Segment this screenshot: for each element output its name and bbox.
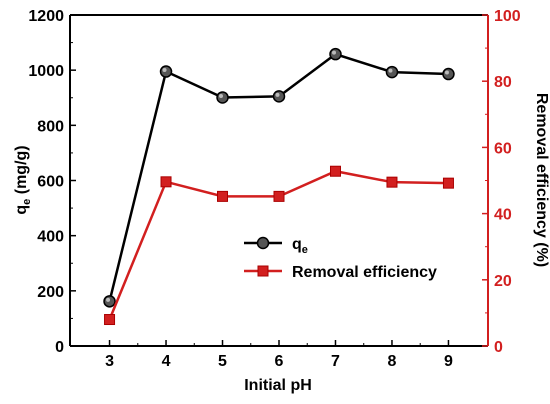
series-layer [103, 47, 455, 326]
x-tick-label: 3 [105, 353, 114, 370]
y-left-tick-label: 800 [37, 118, 64, 135]
data-point [272, 90, 286, 103]
legend-marker [256, 236, 270, 250]
axes: 3 4 5 6 7 8 9 0 200 400 600 800 1000 1200 0 20 40 60 80 100 [28, 8, 520, 370]
x-tick-label: 4 [162, 353, 171, 370]
data-point-highlight [388, 68, 393, 73]
y-axis-left-title-sub: e [21, 199, 33, 205]
data-point-highlight [444, 70, 449, 75]
y-left-tick-label: 0 [55, 339, 64, 356]
data-point [104, 314, 116, 326]
legend-marker [257, 265, 269, 277]
data-point-highlight [162, 68, 167, 73]
y-right-tick-label: 0 [494, 339, 503, 356]
x-tick-label: 8 [388, 353, 397, 370]
data-point [386, 176, 398, 188]
data-point [216, 91, 229, 104]
y-left-tick-label: 1200 [28, 8, 64, 25]
data-point-highlight [106, 297, 111, 302]
data-point [442, 177, 454, 189]
data-point [159, 65, 173, 78]
y-left-tick-label: 600 [37, 174, 64, 191]
x-tick-label: 9 [444, 353, 453, 370]
series-qe [103, 47, 455, 308]
x-axis-title: Initial pH [244, 377, 312, 394]
series-removal-efficiency [104, 165, 454, 326]
y-axis-left-title-main: q [13, 205, 30, 215]
y-right-tick-label: 40 [494, 207, 512, 224]
data-point-highlight [331, 50, 336, 55]
data-point [329, 165, 341, 177]
x-tick-label: 7 [331, 353, 340, 370]
y-axis-left-title-unit: (mg/g) [13, 145, 30, 198]
x-tick-label: 6 [275, 353, 284, 370]
data-point [385, 65, 399, 79]
data-point [103, 295, 116, 308]
data-point [329, 47, 342, 61]
y-right-tick-label: 100 [494, 8, 521, 25]
legend-entry-qe: qe [244, 236, 308, 256]
data-point-highlight [219, 93, 224, 98]
y-left-tick-label: 1000 [28, 63, 64, 80]
legend: qe Removal efficiency [244, 236, 437, 281]
data-point [217, 190, 229, 202]
y-axis-left-title: qe (mg/g) [13, 145, 33, 214]
data-point [442, 67, 455, 81]
data-point-highlight [275, 92, 280, 97]
legend-label: Removal efficiency [292, 264, 437, 281]
y-left-tick-label: 400 [37, 229, 64, 246]
y-right-tick-label: 80 [494, 74, 512, 91]
data-point [273, 190, 285, 202]
legend-label: qe [292, 236, 308, 256]
y-left-tick-label: 200 [37, 284, 64, 301]
legend-entry-removal-efficiency: Removal efficiency [244, 264, 437, 281]
data-point [160, 176, 172, 188]
y-axis-right-title: Removal efficiency (%) [533, 93, 550, 267]
y-right-tick-label: 60 [494, 140, 512, 157]
x-tick-label: 5 [218, 353, 227, 370]
y-right-tick-label: 20 [494, 273, 512, 290]
